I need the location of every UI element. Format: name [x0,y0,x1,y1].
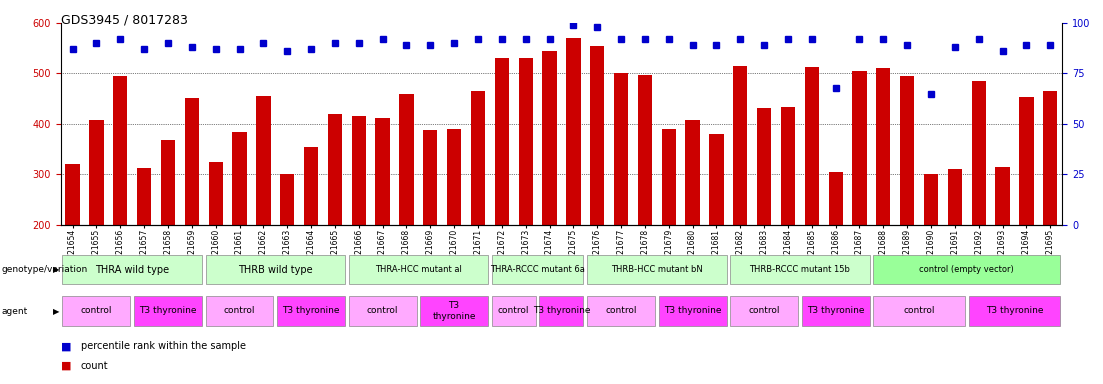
Bar [539,296,583,326]
Bar [876,68,890,225]
Text: GDS3945 / 8017283: GDS3945 / 8017283 [61,13,188,26]
Text: count: count [81,361,108,371]
Bar [802,296,869,326]
Bar [518,58,533,225]
Bar [658,296,727,326]
Bar [304,147,318,225]
Bar [133,296,202,326]
Bar [730,296,799,326]
Text: T3 thyronine: T3 thyronine [139,306,196,315]
Bar [614,73,629,225]
Bar [375,118,389,225]
Bar [63,255,202,285]
Bar [233,132,247,225]
Text: control: control [497,306,529,315]
Bar [137,168,151,225]
Bar [924,174,939,225]
Bar [1043,91,1058,225]
Bar [900,76,914,225]
Bar [328,114,342,225]
Bar [471,91,485,225]
Bar [874,255,1060,285]
Bar [492,255,583,285]
Text: ■: ■ [61,341,72,351]
Bar [161,141,175,225]
Text: T3 thyronine: T3 thyronine [986,306,1043,315]
Bar [587,296,655,326]
Text: ▶: ▶ [53,306,60,316]
Bar [256,96,270,225]
Bar [587,255,727,285]
Text: ■: ■ [61,361,72,371]
Bar [63,296,130,326]
Text: T3 thyronine: T3 thyronine [807,306,865,315]
Bar [828,172,843,225]
Text: ▶: ▶ [53,265,60,275]
Text: agent: agent [1,306,28,316]
Text: THRA-RCCC mutant 6a: THRA-RCCC mutant 6a [490,265,585,274]
Bar [280,174,295,225]
Bar [277,296,345,326]
Bar [352,116,366,225]
Text: control: control [81,306,113,315]
Bar [89,120,104,225]
Bar [205,296,274,326]
Bar [590,46,604,225]
Text: percentile rank within the sample: percentile rank within the sample [81,341,246,351]
Text: THRB-HCC mutant bN: THRB-HCC mutant bN [611,265,703,274]
Text: control: control [224,306,255,315]
Bar [968,296,1060,326]
Bar [1019,97,1034,225]
Bar [805,68,818,225]
Bar [566,38,580,225]
Bar [685,120,699,225]
Bar [638,75,652,225]
Bar [399,94,414,225]
Text: T3 thyronine: T3 thyronine [664,306,721,315]
Bar [972,81,986,225]
Bar [420,296,489,326]
Bar [781,107,795,225]
Bar [995,167,1009,225]
Bar [492,296,536,326]
Text: THRA-HCC mutant al: THRA-HCC mutant al [375,265,462,274]
Bar [543,51,557,225]
Text: control: control [606,306,636,315]
Bar [447,129,461,225]
Bar [853,71,867,225]
Text: T3
thyronine: T3 thyronine [432,301,475,321]
Bar [114,76,128,225]
Text: control: control [748,306,780,315]
Bar [424,131,438,225]
Bar [494,58,508,225]
Text: control (empty vector): control (empty vector) [920,265,1014,274]
Text: THRB-RCCC mutant 15b: THRB-RCCC mutant 15b [749,265,850,274]
Bar [349,296,417,326]
Text: THRB wild type: THRB wild type [238,265,312,275]
Bar [947,169,962,225]
Bar [65,164,79,225]
Text: genotype/variation: genotype/variation [1,265,87,275]
Bar [733,66,748,225]
Bar [349,255,489,285]
Bar [709,134,724,225]
Bar [874,296,965,326]
Bar [205,255,345,285]
Bar [730,255,869,285]
Bar [757,108,771,225]
Bar [662,129,676,225]
Bar [208,162,223,225]
Text: T3 thyronine: T3 thyronine [533,306,590,315]
Text: control: control [367,306,398,315]
Bar [184,98,199,225]
Text: T3 thyronine: T3 thyronine [282,306,340,315]
Text: THRA wild type: THRA wild type [95,265,169,275]
Text: control: control [903,306,935,315]
